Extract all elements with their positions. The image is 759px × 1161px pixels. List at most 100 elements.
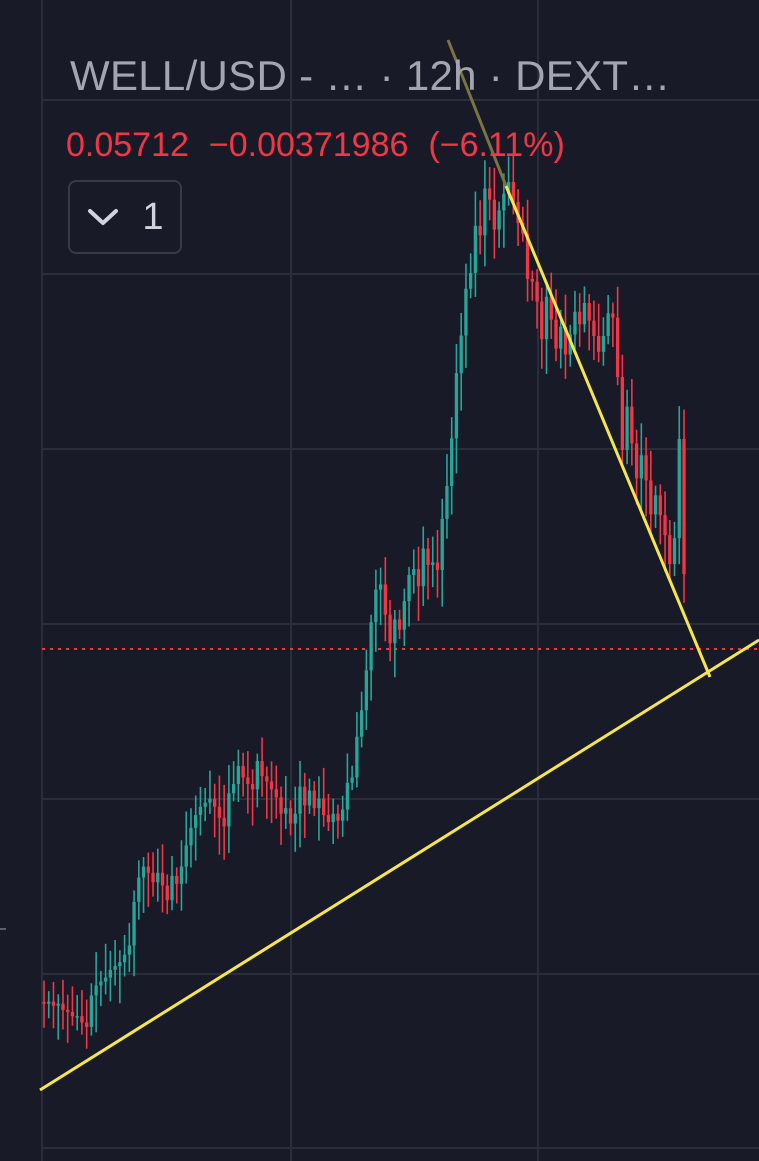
candle-down <box>563 326 568 355</box>
price-change: −0.00371986 <box>208 126 409 164</box>
candle-down <box>42 1001 46 1004</box>
candle-up <box>127 945 131 955</box>
candle-down <box>530 278 534 282</box>
candle-down <box>175 875 179 884</box>
candle-up <box>298 786 302 814</box>
candle-down <box>549 296 553 320</box>
candle-up <box>99 981 103 986</box>
candle-down <box>525 233 530 279</box>
candle-down <box>578 311 582 325</box>
candles <box>42 155 686 1049</box>
candle-up <box>317 798 321 809</box>
candle-up <box>502 193 506 211</box>
candle-up <box>284 808 288 814</box>
candle-down <box>322 798 326 816</box>
candle-down <box>326 815 331 823</box>
candle-up <box>625 406 629 450</box>
candle-up <box>672 538 677 565</box>
candle-up <box>293 813 297 824</box>
price-legend: 0.05712 −0.00371986 (−6.11%) <box>66 126 585 165</box>
candle-down <box>478 225 482 236</box>
candle-down <box>535 281 539 302</box>
candle-down <box>540 301 544 340</box>
candle-up <box>331 813 335 823</box>
candle-down <box>260 761 264 777</box>
candle-down <box>85 1022 89 1027</box>
ascending-trendline[interactable] <box>39 638 759 1092</box>
descending-trendline[interactable] <box>504 185 712 678</box>
symbol-title[interactable]: WELL/USD - … · 12h · DEXT… <box>70 52 671 99</box>
candle-down <box>217 806 222 818</box>
candle-up <box>374 589 378 623</box>
candle-down <box>250 784 255 790</box>
chevron-down-icon <box>86 206 120 228</box>
candle-down <box>416 569 421 587</box>
candle-up <box>601 336 606 352</box>
candle-up <box>56 1003 60 1006</box>
candle-up <box>341 809 345 821</box>
candle-down <box>146 866 150 873</box>
candle-down <box>61 1003 65 1010</box>
candle-up <box>156 872 160 883</box>
candle-up <box>132 901 136 946</box>
candle-down <box>634 443 639 479</box>
candle-up <box>407 574 411 602</box>
grid <box>41 0 759 1161</box>
candle-up <box>445 486 449 519</box>
candle-up <box>606 313 610 337</box>
collapse-indicators-button[interactable]: 1 <box>68 180 182 254</box>
candle-up <box>559 326 563 349</box>
candle-down <box>265 776 269 782</box>
candle-down <box>336 813 340 821</box>
candle-down <box>620 377 625 450</box>
candle-up <box>236 766 241 785</box>
candle-up <box>412 569 416 575</box>
candle-up <box>653 495 658 515</box>
axis-tick <box>0 928 6 930</box>
candle-up <box>459 335 463 374</box>
candle-up <box>506 182 511 194</box>
candle-down <box>597 336 601 352</box>
candle-down <box>241 766 245 778</box>
candle-down <box>383 584 387 615</box>
candle-up <box>113 966 117 970</box>
candle-down <box>80 1016 84 1023</box>
candle-down <box>303 786 307 806</box>
candle-up <box>359 710 364 737</box>
last-price: 0.05712 <box>66 126 189 164</box>
price-change-percent: (−6.11%) <box>428 126 565 164</box>
candle-up <box>108 969 113 978</box>
candle-up <box>369 622 373 671</box>
candle-up <box>137 877 141 902</box>
candle-up <box>345 782 350 810</box>
candle-up <box>255 761 259 790</box>
candle-up <box>544 296 549 340</box>
candle-down <box>269 781 274 790</box>
candle-up <box>75 1016 79 1018</box>
candle-down <box>312 790 316 809</box>
candle-down <box>51 1001 56 1006</box>
candle-down <box>630 406 634 444</box>
candle-up <box>141 866 146 878</box>
candle-up <box>497 210 501 230</box>
candle-up <box>227 793 231 827</box>
candle-up <box>184 845 188 867</box>
candle-down <box>279 797 283 814</box>
descending-trendline-extension[interactable] <box>446 39 508 187</box>
candle-down <box>611 313 615 318</box>
candle-up <box>573 311 577 335</box>
candle-up <box>677 438 681 539</box>
candle-down <box>397 619 402 630</box>
candle-up <box>208 798 212 803</box>
candle-down <box>246 777 250 785</box>
candle-down <box>649 480 653 515</box>
candle-up <box>89 995 94 1027</box>
candle-up <box>473 225 478 273</box>
candle-up <box>402 601 406 630</box>
candle-down <box>435 562 440 570</box>
candle-up <box>355 736 359 778</box>
candle-up <box>582 302 587 325</box>
trendline-drawings <box>39 39 759 1092</box>
